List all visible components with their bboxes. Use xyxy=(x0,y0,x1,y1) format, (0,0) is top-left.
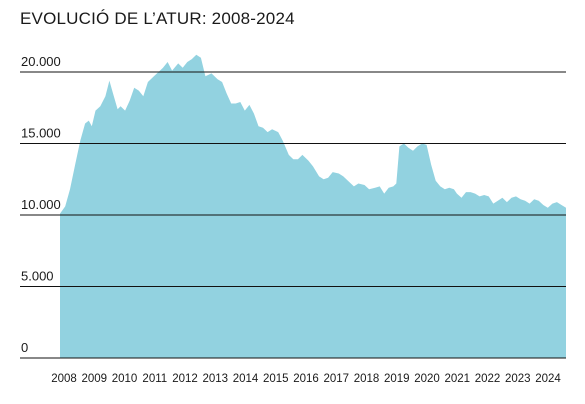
x-tick-label: 2017 xyxy=(324,373,350,385)
chart-title: EVOLUCIÓ DE L’ATUR: 2008-2024 xyxy=(20,9,295,28)
atur-area xyxy=(60,54,566,359)
x-tick-label: 2009 xyxy=(82,373,108,385)
x-tick-label: 2015 xyxy=(263,373,289,385)
y-tick-label: 15.000 xyxy=(21,126,61,141)
x-tick-label: 2020 xyxy=(414,373,440,385)
x-tick-label: 2016 xyxy=(293,373,319,385)
x-tick-label: 2012 xyxy=(172,373,198,385)
y-tick-label: 10.000 xyxy=(21,197,61,212)
x-tick-label: 2013 xyxy=(203,373,229,385)
x-tick-label: 2014 xyxy=(233,373,259,385)
x-tick-label: 2023 xyxy=(505,373,531,385)
x-tick-label: 2011 xyxy=(142,373,167,385)
y-tick-label: 0 xyxy=(21,340,28,355)
x-tick-label: 2022 xyxy=(475,373,501,385)
x-tick-label: 2024 xyxy=(535,373,561,385)
x-tick-label: 2008 xyxy=(51,373,77,385)
x-tick-label: 2019 xyxy=(384,373,410,385)
x-tick-label: 2018 xyxy=(354,373,380,385)
y-tick-label: 5.000 xyxy=(21,269,54,284)
y-tick-label: 20.000 xyxy=(21,54,61,69)
x-tick-label: 2021 xyxy=(445,373,471,385)
x-tick-label: 2010 xyxy=(112,373,138,385)
